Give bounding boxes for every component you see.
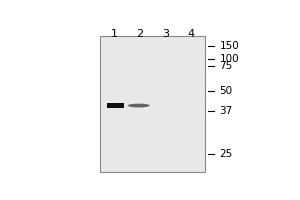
Bar xyxy=(107,103,124,108)
Text: 3: 3 xyxy=(162,29,169,39)
Text: 100: 100 xyxy=(219,54,239,64)
Text: 150: 150 xyxy=(219,41,239,51)
Text: 37: 37 xyxy=(219,106,232,116)
Text: 50: 50 xyxy=(219,86,232,96)
Ellipse shape xyxy=(128,104,150,107)
Text: 1: 1 xyxy=(111,29,118,39)
Text: 25: 25 xyxy=(219,149,232,159)
Text: 2: 2 xyxy=(136,29,143,39)
Text: 4: 4 xyxy=(188,29,194,39)
Bar xyxy=(100,36,205,172)
Text: 75: 75 xyxy=(219,61,232,71)
